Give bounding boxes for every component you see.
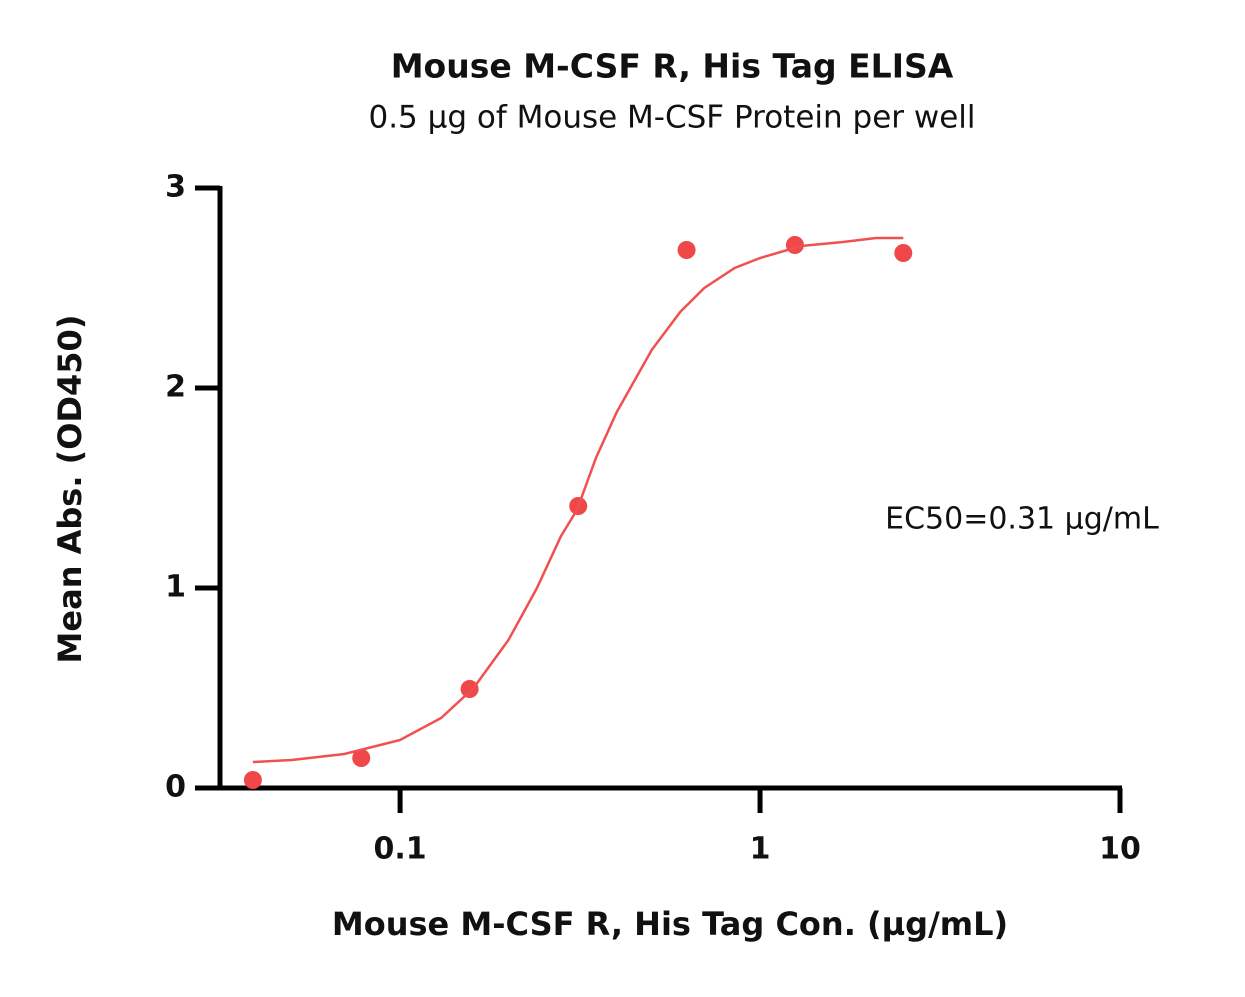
y-tick-label: 0: [165, 770, 186, 805]
chart-subtitle: 0.5 µg of Mouse M-CSF Protein per well: [368, 100, 975, 136]
y-tick-label: 2: [165, 370, 186, 405]
x-tick-label: 10: [1099, 832, 1141, 867]
data-point: [460, 680, 479, 698]
x-axis-label: Mouse M-CSF R, His Tag Con. (µg/mL): [332, 905, 1008, 943]
data-point: [677, 241, 696, 259]
data-point: [243, 771, 262, 789]
fit-curve: [252, 236, 904, 764]
annotation: EC50=0.31 µg/mL: [885, 502, 1159, 537]
y-tick-label: 1: [165, 570, 186, 605]
x-tick-label: 1: [750, 832, 771, 867]
chart-title: Mouse M-CSF R, His Tag ELISA: [391, 47, 954, 86]
x-tick-label: 0.1: [374, 832, 427, 867]
data-point: [894, 244, 913, 262]
data-point: [352, 749, 371, 767]
y-axis-label: Mean Abs. (OD450): [51, 315, 89, 664]
y-tick-label: 3: [165, 170, 186, 205]
